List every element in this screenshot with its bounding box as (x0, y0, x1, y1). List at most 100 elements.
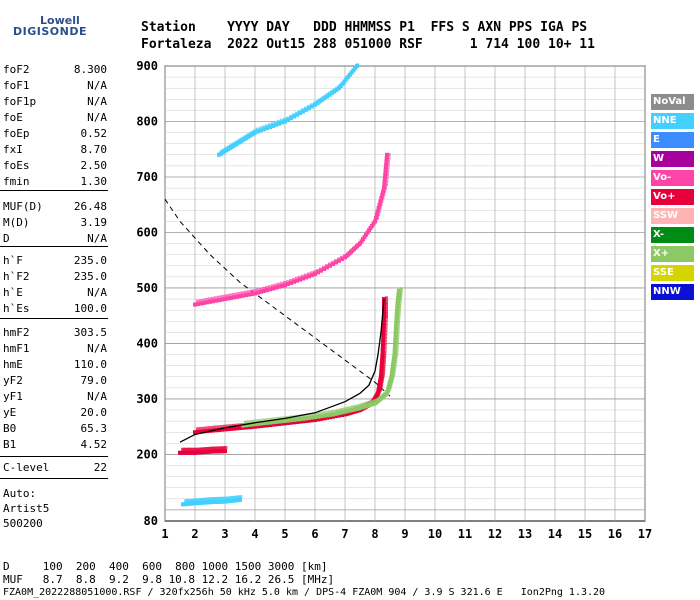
trace-point (382, 319, 386, 324)
trace-point (390, 370, 395, 375)
param-value: 110.0 (73, 358, 107, 371)
trace-point (363, 402, 367, 406)
trace-point (274, 419, 278, 424)
trace-point (250, 422, 254, 427)
param-value: 3.19 (80, 216, 108, 229)
y-tick-label: 300 (136, 392, 158, 406)
trace-point (295, 276, 298, 280)
trace-point (372, 399, 376, 403)
trace-point (380, 352, 385, 357)
trace-point (298, 419, 302, 424)
auto-label: Auto: (3, 487, 37, 500)
param-row: hmE 110.0 (3, 358, 107, 374)
trace-point (338, 408, 342, 412)
param-name: fxI (3, 143, 23, 156)
trace-point (334, 87, 339, 92)
trace-point (380, 359, 385, 364)
x-tick-label: 15 (578, 527, 592, 541)
param-name: B0 (3, 422, 17, 435)
trace-point (348, 406, 352, 410)
trace-point (199, 299, 202, 303)
param-value: 1.30 (80, 175, 108, 188)
x-tick-label: 1 (161, 527, 168, 541)
trace-point (385, 314, 388, 318)
trace-point (322, 413, 326, 418)
param-value: 20.0 (80, 406, 108, 419)
trace-point (307, 416, 311, 421)
param-row: foEs 2.50 (3, 159, 107, 175)
trace-point (247, 420, 250, 424)
trace-point (358, 403, 361, 407)
trace-point (394, 313, 399, 318)
trace-point (316, 412, 319, 416)
trace-point (334, 260, 338, 265)
trace-point (331, 409, 334, 413)
trace-point (247, 425, 251, 430)
trace-point (325, 94, 329, 99)
trace-point (196, 427, 199, 431)
trace-point (389, 372, 394, 377)
trace-point (338, 83, 343, 88)
trace-point (343, 409, 347, 414)
trace-point (395, 349, 399, 353)
param-name: M(D) (3, 216, 30, 229)
trace-point (244, 423, 248, 428)
trace-point (384, 322, 388, 326)
trace-point (381, 373, 385, 377)
param-row: foF1 N/A (3, 79, 107, 95)
trace-point (382, 367, 386, 371)
trace-point (319, 414, 323, 419)
param-row: h`Es 100.0 (3, 302, 107, 318)
trace-point (380, 354, 385, 359)
trace-point (226, 294, 229, 298)
trace-point (384, 329, 388, 333)
trace-point (268, 287, 272, 292)
trace-point (310, 418, 314, 423)
trace-point (223, 297, 227, 302)
trace-point (286, 280, 289, 284)
trace-point (238, 294, 242, 299)
param-name: h`F2 (3, 270, 30, 283)
trace-point (351, 68, 356, 73)
trace-point (384, 336, 388, 340)
trace-point (344, 77, 349, 82)
param-name: fmin (3, 175, 30, 188)
trace-point (381, 329, 386, 334)
trace-point (355, 404, 359, 408)
trace-point (205, 297, 208, 301)
trace-point (259, 287, 262, 291)
trace-point (396, 335, 400, 339)
param-row: foF2 8.300 (3, 63, 107, 79)
param-value: 26.48 (73, 200, 107, 213)
trace-point (277, 282, 280, 286)
trace-point (383, 166, 388, 171)
trace-point (202, 298, 205, 302)
header-values: Fortaleza 2022 Out15 288 051000 RSF 1 71… (141, 37, 595, 52)
trace-point (307, 413, 310, 417)
separator (0, 478, 108, 479)
trace-point (331, 414, 335, 419)
trace-point (226, 296, 230, 301)
trace-point (268, 123, 271, 127)
trace-point (280, 120, 284, 125)
trace-point (350, 408, 355, 413)
trace-point (382, 365, 386, 369)
x-tick-label: 3 (221, 527, 228, 541)
trace-point (316, 417, 320, 422)
trace-point (298, 277, 302, 282)
trace-point (262, 423, 266, 428)
param-value: 303.5 (73, 326, 107, 339)
param-row: h`F2 235.0 (3, 270, 107, 286)
trace-point (385, 300, 388, 304)
trace-point (313, 412, 316, 416)
trace-point (286, 418, 290, 423)
trace-point (226, 427, 230, 432)
trace-point (382, 305, 386, 310)
trace-point (304, 275, 308, 280)
trace-point (220, 295, 223, 299)
trace-point (398, 306, 402, 310)
param-row: B1 4.52 (3, 438, 107, 454)
trace-point (286, 282, 290, 287)
trace-point (292, 420, 296, 425)
trace-point (382, 314, 386, 319)
